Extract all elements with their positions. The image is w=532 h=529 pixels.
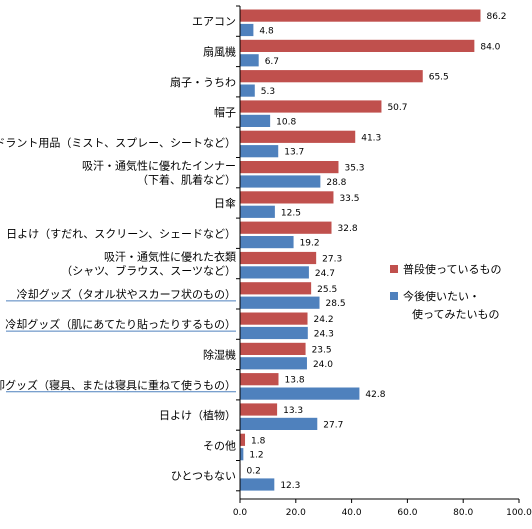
bar-future-15 xyxy=(240,478,275,491)
data-label-current-0: 86.2 xyxy=(486,12,506,22)
data-label-current-12: 13.8 xyxy=(285,376,305,386)
bar-current-3 xyxy=(240,100,382,113)
data-label-current-11: 23.5 xyxy=(312,345,332,355)
legend-label-1-line-1: 使ってみたいもの xyxy=(412,308,499,321)
data-label-future-5: 28.8 xyxy=(326,178,346,188)
data-label-current-6: 33.5 xyxy=(339,194,359,204)
data-label-future-15: 12.3 xyxy=(280,481,300,491)
bar-current-13 xyxy=(240,403,278,416)
data-label-future-13: 27.7 xyxy=(323,420,343,430)
bar-current-11 xyxy=(240,342,306,355)
legend-swatch-0 xyxy=(390,265,398,273)
bar-current-6 xyxy=(240,191,334,204)
bar-future-13 xyxy=(240,417,318,430)
data-label-current-10: 24.2 xyxy=(314,315,334,325)
bar-future-6 xyxy=(240,205,275,218)
data-label-future-1: 6.7 xyxy=(265,57,279,67)
category-label-5-line-0: 吸汗・通気性に優れたインナー xyxy=(82,159,236,173)
bar-future-0 xyxy=(240,23,254,37)
bar-future-9 xyxy=(240,296,320,309)
category-label-4: デオドラント用品（ミスト、スプレー、シートなど） xyxy=(0,135,236,149)
legend-swatch-1 xyxy=(390,292,398,300)
bar-current-5 xyxy=(240,161,339,174)
bar-current-0 xyxy=(240,9,481,22)
category-label-7: 日よけ（すだれ、スクリーン、シェードなど） xyxy=(6,227,236,240)
bar-current-2 xyxy=(240,70,423,83)
data-label-future-4: 13.7 xyxy=(284,148,304,158)
data-label-current-2: 65.5 xyxy=(429,73,449,83)
bar-future-10 xyxy=(240,326,308,340)
bar-future-8 xyxy=(240,266,309,279)
bar-current-14 xyxy=(240,433,246,446)
data-label-current-4: 41.3 xyxy=(361,133,381,143)
data-label-future-6: 12.5 xyxy=(281,208,301,218)
bar-current-9 xyxy=(240,282,312,295)
category-label-8-line-1: （シャツ、ブラウス、スーツなど） xyxy=(61,264,236,278)
bar-future-11 xyxy=(240,357,307,370)
data-label-current-8: 27.3 xyxy=(322,255,342,265)
bar-future-1 xyxy=(240,54,259,67)
bar-current-8 xyxy=(240,251,317,265)
data-label-future-2: 5.3 xyxy=(261,87,275,97)
category-label-1: 扇風機 xyxy=(203,44,236,58)
category-label-5-line-1: （下着、肌着など） xyxy=(137,173,236,187)
data-label-future-14: 1.2 xyxy=(249,451,263,461)
data-label-current-1: 84.0 xyxy=(480,42,500,52)
data-label-future-7: 19.2 xyxy=(300,239,320,249)
legend-label-1-line-0: 今後使いたい・ xyxy=(403,289,480,303)
category-label-15: ひとつもない xyxy=(171,470,236,483)
data-label-current-9: 25.5 xyxy=(317,285,337,295)
bar-future-2 xyxy=(240,84,255,97)
data-label-current-14: 1.8 xyxy=(251,436,266,446)
category-label-3: 帽子 xyxy=(214,106,236,119)
bar-future-4 xyxy=(240,145,279,158)
category-label-0: エアコン xyxy=(192,15,236,28)
bar-future-5 xyxy=(240,175,321,188)
category-label-8-line-0: 吸汗・通気性に優れた衣類 xyxy=(104,250,236,264)
bar-current-7 xyxy=(240,221,332,234)
data-label-future-11: 24.0 xyxy=(313,360,333,370)
category-label-11: 除湿機 xyxy=(203,347,236,361)
category-label-10: 冷却グッズ（肌にあてたり貼ったりするもの） xyxy=(5,317,236,331)
x-tick-label-2: 40.0 xyxy=(342,508,362,518)
data-label-current-15: 0.2 xyxy=(247,467,261,477)
data-label-future-0: 4.8 xyxy=(259,27,274,37)
x-tick-label-4: 80.0 xyxy=(453,508,473,518)
category-label-13: 日よけ（植物） xyxy=(159,408,236,422)
bar-current-12 xyxy=(240,373,279,386)
data-label-current-13: 13.3 xyxy=(283,406,303,416)
category-label-2: 扇子・うちわ xyxy=(170,75,236,89)
data-label-future-8: 24.7 xyxy=(315,269,335,279)
bar-future-7 xyxy=(240,236,294,249)
bar-current-10 xyxy=(240,312,308,325)
x-tick-label-5: 100.0 xyxy=(506,508,532,518)
data-label-future-9: 28.5 xyxy=(326,299,346,309)
data-label-current-3: 50.7 xyxy=(387,103,407,113)
bar-current-1 xyxy=(240,39,475,52)
category-label-12: 冷却グッズ（寝具、または寝具に重ねて使うもの） xyxy=(0,378,236,392)
legend-label-0: 普段使っているもの xyxy=(403,262,501,276)
bar-future-3 xyxy=(240,114,271,127)
bar-future-12 xyxy=(240,387,360,400)
bar-future-14 xyxy=(240,448,244,461)
category-label-9: 冷却グッズ（タオル状やスカーフ状のもの） xyxy=(17,287,236,301)
data-label-current-5: 35.3 xyxy=(344,164,364,174)
x-tick-label-0: 0.0 xyxy=(233,508,248,518)
x-tick-label-1: 20.0 xyxy=(286,508,306,518)
data-label-future-10: 24.3 xyxy=(314,330,334,340)
data-label-future-12: 42.8 xyxy=(365,390,385,400)
x-tick-label-3: 60.0 xyxy=(397,508,417,518)
data-label-future-3: 10.8 xyxy=(276,117,296,127)
data-label-current-7: 32.8 xyxy=(338,224,358,234)
category-label-14: その他 xyxy=(203,439,236,452)
bar-current-4 xyxy=(240,130,356,143)
category-label-6: 日傘 xyxy=(214,197,236,210)
